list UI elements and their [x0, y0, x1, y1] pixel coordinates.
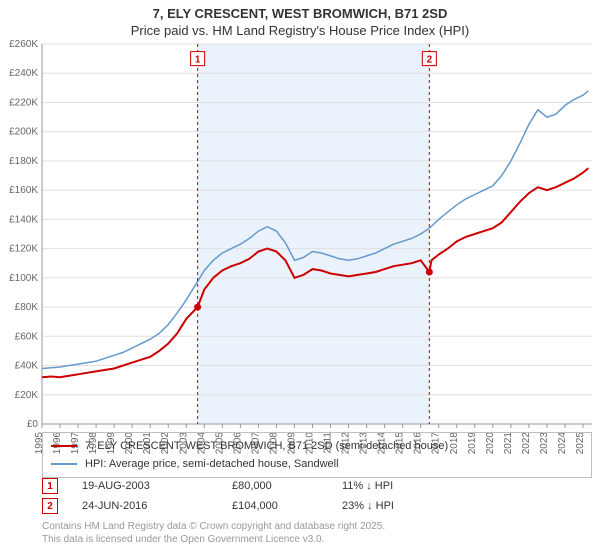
transaction-row: 2 24-JUN-2016£104,00023% ↓ HPI: [42, 496, 452, 516]
footer-line1: Contains HM Land Registry data © Crown c…: [42, 520, 385, 533]
legend-swatch-icon: [51, 463, 77, 465]
legend-label: 7, ELY CRESCENT, WEST BROMWICH, B71 2SD …: [85, 440, 448, 452]
transaction-marker-icon: 2: [42, 498, 58, 514]
transaction-rows: 1 19-AUG-2003£80,00011% ↓ HPI 2 24-JUN-2016…: [42, 476, 452, 516]
transaction-date: 24-JUN-2016: [82, 500, 232, 512]
legend-label: HPI: Average price, semi-detached house,…: [85, 458, 339, 470]
y-tick-label: £80K: [15, 302, 39, 313]
shaded-band: [198, 44, 430, 424]
legend-row: HPI: Average price, semi-detached house,…: [51, 455, 583, 473]
marker-number: 1: [195, 55, 201, 66]
marker-number: 2: [427, 55, 433, 66]
y-tick-label: £200K: [9, 127, 38, 138]
chart-title-line2: Price paid vs. HM Land Registry's House …: [0, 23, 600, 38]
footer-line2: This data is licensed under the Open Gov…: [42, 533, 385, 546]
y-tick-label: £140K: [9, 214, 38, 225]
transaction-price: £80,000: [232, 480, 342, 492]
y-tick-label: £260K: [9, 39, 38, 50]
y-tick-label: £160K: [9, 185, 38, 196]
marker-dot-icon: [426, 269, 433, 276]
y-tick-label: £0: [27, 419, 39, 430]
transaction-price: £104,000: [232, 500, 342, 512]
y-tick-label: £120K: [9, 244, 38, 255]
transaction-diff: 23% ↓ HPI: [342, 500, 452, 512]
y-tick-label: £240K: [9, 68, 38, 79]
transaction-row: 1 19-AUG-2003£80,00011% ↓ HPI: [42, 476, 452, 496]
transaction-diff: 11% ↓ HPI: [342, 480, 452, 492]
transaction-marker-icon: 1: [42, 478, 58, 494]
y-tick-label: £220K: [9, 97, 38, 108]
chart-container: 7, ELY CRESCENT, WEST BROMWICH, B71 2SD …: [0, 0, 600, 560]
y-tick-label: £60K: [15, 331, 39, 342]
footer-attribution: Contains HM Land Registry data © Crown c…: [42, 520, 385, 546]
legend-row: 7, ELY CRESCENT, WEST BROMWICH, B71 2SD …: [51, 437, 583, 455]
legend-box: 7, ELY CRESCENT, WEST BROMWICH, B71 2SD …: [42, 432, 592, 478]
transaction-date: 19-AUG-2003: [82, 480, 232, 492]
chart-title-line1: 7, ELY CRESCENT, WEST BROMWICH, B71 2SD: [0, 6, 600, 21]
marker-dot-icon: [194, 304, 201, 311]
y-tick-label: £40K: [15, 361, 39, 372]
y-tick-label: £100K: [9, 273, 38, 284]
chart-titles: 7, ELY CRESCENT, WEST BROMWICH, B71 2SD …: [0, 0, 600, 38]
y-tick-label: £20K: [15, 390, 39, 401]
plot-svg: £0£20K£40K£60K£80K£100K£120K£140K£160K£1…: [42, 44, 592, 424]
legend-swatch-icon: [51, 445, 77, 447]
y-tick-label: £180K: [9, 156, 38, 167]
